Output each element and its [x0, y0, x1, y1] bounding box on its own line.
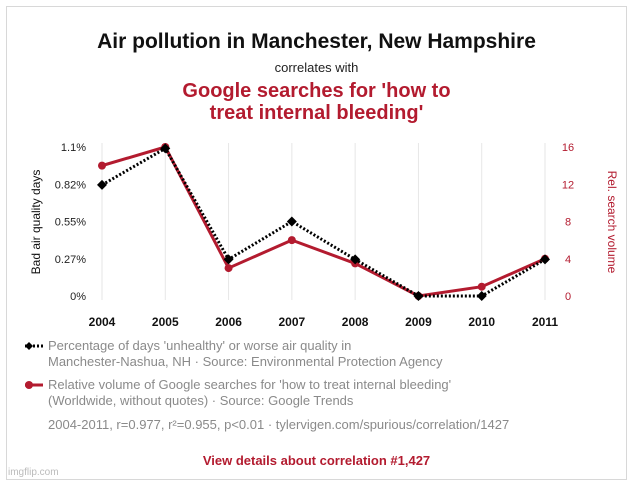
legend-item-2-line-2: (Worldwide, without quotes) · Source: Go…	[48, 393, 354, 408]
air-quality-point-2010	[476, 291, 487, 301]
x-tick-label: 2009	[405, 315, 432, 329]
x-axis-ticks: 2004 2005 2006 2007 2008 2009 2010 2011	[89, 315, 559, 329]
legend-item-searches: Relative volume of Google searches for '…	[24, 377, 604, 411]
air-quality-point-2004	[97, 179, 107, 190]
view-details-link[interactable]: View details about correlation #1,427	[202, 453, 431, 468]
legend-item-1-line-2: Manchester-Nashua, NH · Source: Environm…	[48, 354, 443, 369]
air-quality-series-line	[101, 146, 546, 298]
x-tick-label: 2005	[152, 315, 179, 329]
data-series	[97, 143, 550, 301]
correlates-with-label: correlates with	[274, 60, 359, 75]
x-tick-label: 2004	[89, 315, 116, 329]
legend-item-1-line-1: Percentage of days 'unhealthy' or worse …	[48, 338, 352, 353]
air-quality-point-2007	[286, 216, 297, 227]
imgflip-watermark: imgflip.com	[8, 467, 59, 478]
search-volume-point-2007	[287, 236, 296, 245]
legend-item-air-quality: Percentage of days 'unhealthy' or worse …	[24, 338, 604, 372]
right-tick-label: 4	[565, 254, 571, 266]
air-quality-point-2005	[160, 143, 171, 154]
left-tick-label: 0.55%	[55, 217, 86, 229]
left-tick-label: 0%	[70, 291, 86, 303]
correlation-stats: 2004-2011, r=0.977, r²=0.955, p<0.01 · t…	[48, 417, 510, 432]
chart-subtitle: Google searches for 'how to treat intern…	[160, 80, 473, 124]
left-tick-label: 1.1%	[61, 142, 86, 154]
right-axis-title: Rel. search volume	[605, 171, 619, 274]
x-tick-label: 2007	[279, 315, 306, 329]
air-quality-point-2011	[540, 254, 550, 265]
x-tick-label: 2008	[342, 315, 369, 329]
search-volume-point-2004	[98, 161, 106, 170]
right-tick-label: 12	[562, 179, 574, 191]
air-quality-point-2009	[413, 291, 424, 301]
left-axis-ticks: 0% 0.27% 0.55% 0.82% 1.1%	[55, 142, 86, 303]
right-tick-label: 0	[565, 291, 571, 303]
left-tick-label: 0.27%	[55, 254, 86, 266]
right-tick-label: 16	[562, 142, 574, 154]
x-tick-label: 2006	[215, 315, 242, 329]
chart-title: Air pollution in Manchester, New Hampshi…	[97, 30, 536, 53]
right-tick-label: 8	[565, 217, 571, 229]
x-tick-label: 2011	[532, 315, 558, 329]
left-tick-label: 0.82%	[55, 179, 86, 191]
legend-swatch-red-circle	[25, 381, 43, 389]
subtitle-line-2: treat internal bleeding'	[209, 102, 424, 124]
grid-lines	[101, 143, 546, 300]
right-axis-ticks: 0 4 8 12 16	[562, 142, 574, 303]
legend-item-2-line-1: Relative volume of Google searches for '…	[48, 377, 452, 392]
x-tick-label: 2010	[468, 315, 495, 329]
search-volume-point-2010	[477, 282, 486, 291]
air-quality-point-2006	[223, 254, 234, 265]
air-quality-point-2008	[350, 254, 361, 265]
left-axis-title: Bad air quality days	[29, 170, 43, 275]
chart-frame	[6, 6, 627, 480]
subtitle-line-1: Google searches for 'how to	[182, 80, 451, 102]
legend-swatch-dotted-diamond	[25, 342, 43, 350]
search-volume-point-2006	[224, 264, 233, 273]
search-volume-series-line	[101, 145, 546, 298]
